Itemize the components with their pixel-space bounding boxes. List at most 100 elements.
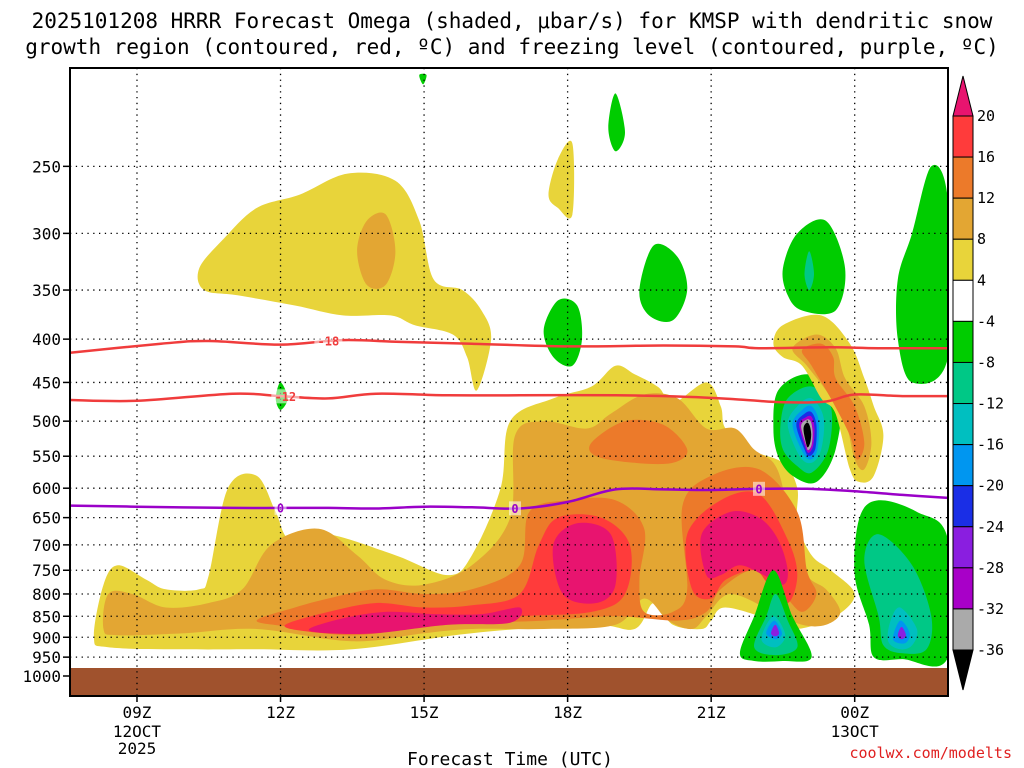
colorbar-label-8: -16 <box>977 436 1004 454</box>
y-tick-label-650: 650 <box>32 509 61 528</box>
x-tick-label-9: 09Z <box>123 703 152 722</box>
grid-lines <box>70 68 948 696</box>
y-tick-label-350: 350 <box>32 281 61 300</box>
omega-region-16 <box>284 514 632 634</box>
omega-region-20 <box>552 522 617 604</box>
colorbar-label-3: 8 <box>977 230 986 248</box>
dgz-bottom-line <box>70 392 948 404</box>
freezing-level-label-text: 0 <box>277 501 284 515</box>
colorbar-label-6: -8 <box>977 353 995 371</box>
colorbar-label-1: 16 <box>977 148 995 166</box>
omega-region--24 <box>771 624 780 637</box>
dgz-top-line <box>70 338 948 354</box>
colorbar-swatch-3 <box>952 238 974 281</box>
y-tick-label-850: 850 <box>32 607 61 626</box>
omega-region--8 <box>864 534 933 654</box>
omega-region-20 <box>308 607 523 634</box>
x-tick-date-9: 12OCT <box>113 722 162 741</box>
y-tick-label-700: 700 <box>32 536 61 555</box>
omega-region--24 <box>897 626 906 640</box>
omega-region-4 <box>197 172 492 391</box>
freezing-level-label-bg <box>753 481 766 496</box>
colorbar-swatch-12 <box>952 608 974 651</box>
colorbar-swatch-11 <box>952 567 974 610</box>
colorbar-swatch-2 <box>952 197 974 240</box>
colorbar-label-13: -36 <box>977 641 1004 659</box>
colorbar-top-triangle <box>952 75 974 117</box>
dgz-bottom-label: -12 <box>271 389 300 404</box>
freezing-level-label: 0 <box>753 481 766 496</box>
colorbar-label-5: -4 <box>977 312 995 330</box>
colorbar-swatch-8 <box>952 444 974 487</box>
freezing-level-label: 0 <box>508 501 521 516</box>
omega-region--8 <box>804 251 814 290</box>
omega-region--4 <box>419 73 427 85</box>
colorbar-label-0: 20 <box>977 107 995 125</box>
y-tick-label-950: 950 <box>32 648 61 667</box>
freezing-level-label-text: 0 <box>511 502 518 516</box>
colorbar-swatch-0 <box>952 115 974 158</box>
colorbar-label-4: 4 <box>977 271 986 289</box>
contour-lines <box>70 338 948 510</box>
dgz-top-label-bg <box>314 334 343 349</box>
y-tick-label-400: 400 <box>32 330 61 349</box>
colorbar-swatch-6 <box>952 361 974 405</box>
x-tick-label-24: 00Z <box>840 703 869 722</box>
contour-labels: -18 -12 0 0 0 <box>271 334 766 516</box>
y-tick-label-600: 600 <box>32 479 61 498</box>
colorbar-label-7: -12 <box>977 395 1004 413</box>
omega-region-4 <box>548 140 575 219</box>
omega-shading <box>93 73 948 667</box>
x-tick-label-12: 12Z <box>266 703 295 722</box>
ground-bar <box>71 668 948 696</box>
omega-region-8 <box>357 212 396 289</box>
colorbar-label-12: -32 <box>977 600 1004 618</box>
omega-region-12 <box>801 343 865 460</box>
freezing-level-label-bg <box>508 501 521 516</box>
y-tick-label-800: 800 <box>32 585 61 604</box>
y-tick-label-450: 450 <box>32 373 61 392</box>
colorbar-swatch-7 <box>952 403 974 446</box>
colorbar-swatch-10 <box>952 526 974 569</box>
dgz-top-label-text: -18 <box>318 335 340 349</box>
freezing-level-label-bg <box>274 500 287 515</box>
omega-region--36 <box>803 422 812 448</box>
colorbar-swatch-5 <box>952 320 974 363</box>
y-tick-label-1000: 1000 <box>22 667 61 686</box>
colorbar-label-10: -24 <box>977 518 1004 536</box>
freezing-level-label-text: 0 <box>755 482 762 496</box>
x-tick-label-18: 18Z <box>553 703 582 722</box>
colorbar-label-9: -20 <box>977 477 1004 495</box>
omega-region--4 <box>608 93 625 152</box>
x-tick-year-9: 2025 <box>118 739 157 758</box>
y-tick-label-500: 500 <box>32 412 61 431</box>
omega-region-12 <box>589 419 688 465</box>
omega-region-20 <box>700 510 788 585</box>
freezing-level-label: 0 <box>274 500 287 515</box>
omega-region--4 <box>543 298 583 367</box>
y-tick-label-250: 250 <box>32 157 61 176</box>
dgz-bottom-label-bg <box>271 389 300 404</box>
colorbar-swatch-9 <box>952 485 974 528</box>
x-axis-label: Forecast Time (UTC) <box>407 749 613 768</box>
chart-title-line1: 2025101208 HRRR Forecast Omega (shaded, … <box>32 9 993 33</box>
x-tick-label-15: 15Z <box>410 703 439 722</box>
omega-region--4 <box>782 219 846 315</box>
colorbar-swatch-1 <box>952 156 974 199</box>
colorbar-label-11: -28 <box>977 559 1004 577</box>
x-tick-date-24: 13OCT <box>831 722 880 741</box>
freezing-level-line <box>70 487 948 510</box>
dgz-bottom-label-text: -12 <box>274 390 296 404</box>
colorbar-label-2: 12 <box>977 189 995 207</box>
omega-region--4 <box>896 164 948 384</box>
y-tick-label-550: 550 <box>32 447 61 466</box>
omega-region--4 <box>639 243 688 323</box>
colorbar-swatch-4 <box>952 279 974 322</box>
colorbar: 20 16 12 8 4 -4 -8 -12 -16 -20 -24 -28 -32 -36 <box>952 75 1004 691</box>
y-tick-label-900: 900 <box>32 628 61 647</box>
y-tick-label-300: 300 <box>32 224 61 243</box>
dgz-top-label: -18 <box>314 334 343 349</box>
x-tick-label-21: 21Z <box>697 703 726 722</box>
